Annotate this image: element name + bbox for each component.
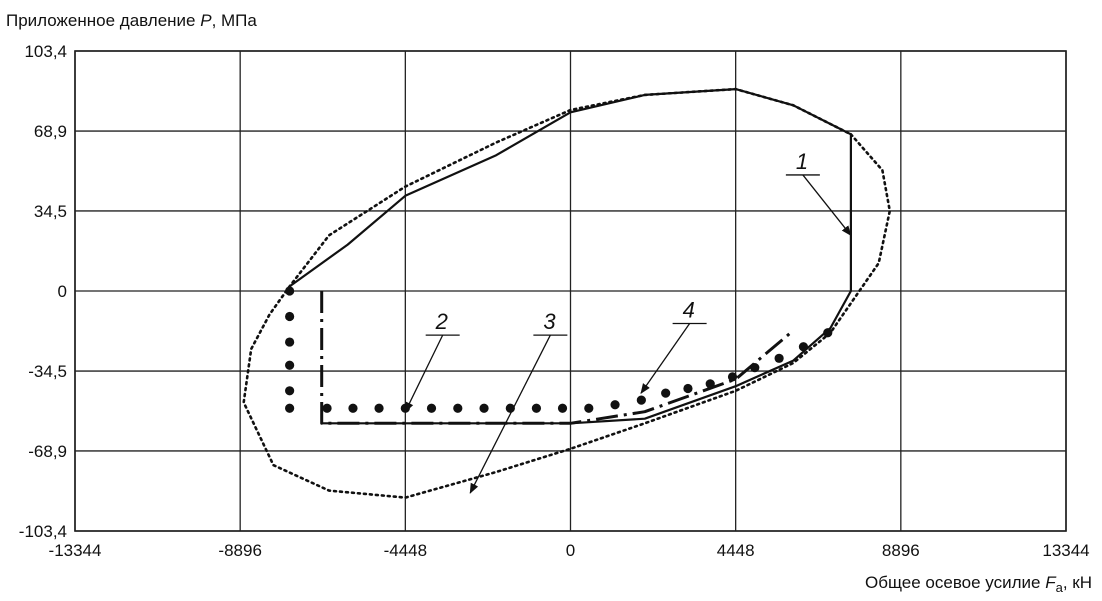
y-tick-label: -68,9	[28, 442, 67, 461]
series-4-point	[285, 360, 295, 370]
y-tick-label: 68,9	[34, 122, 67, 141]
series-4-point	[531, 403, 542, 413]
series-4-point	[750, 362, 760, 373]
series-4-point	[426, 403, 437, 413]
curve-1-callout-arrow	[802, 174, 852, 237]
series-4-point	[374, 403, 384, 413]
curve-2-callout-label: 2	[435, 309, 448, 334]
series-4-point	[705, 379, 715, 389]
x-axis-label: Общее осевое усилие Fa, кН	[865, 573, 1092, 595]
series-4-point	[479, 403, 489, 413]
curve-2-callout-arrow	[404, 334, 444, 413]
x-tick-label: 0	[566, 541, 575, 560]
series-4-point	[774, 353, 784, 363]
y-tick-label: 0	[58, 282, 67, 301]
curve-1-callout-label: 1	[796, 149, 808, 174]
y-tick-label: -103,4	[19, 522, 67, 541]
series-4-point	[610, 400, 620, 410]
series-4-point	[322, 403, 332, 413]
series-4-point	[285, 337, 295, 347]
y-tick-label: -34,5	[28, 362, 67, 381]
grid	[74, 50, 1067, 532]
series-4-point	[285, 386, 295, 396]
series-4-point	[453, 403, 463, 413]
x-tick-label: -8896	[218, 541, 261, 560]
curve-3-callout-arrow	[469, 334, 551, 494]
series-3-line	[242, 87, 892, 499]
series-2-line	[320, 291, 795, 425]
curve-callouts: 1 2 3 4	[404, 149, 852, 494]
series-4-point	[823, 328, 833, 338]
x-tick-label: 13344	[1042, 541, 1089, 560]
x-tick-label: -13344	[49, 541, 102, 560]
series-4-point	[584, 403, 594, 413]
series-4-point	[661, 388, 671, 398]
series-4-point	[557, 403, 568, 413]
curve-4-callout-arrow	[640, 323, 691, 394]
curve-3-callout-label: 3	[543, 309, 556, 334]
y-axis-label: Приложенное давление P, МПа	[6, 11, 257, 30]
series-4-point	[285, 403, 295, 413]
x-tick-label: -4448	[384, 541, 427, 560]
series-layer	[242, 87, 892, 499]
series-4-point	[285, 286, 295, 296]
series-4-point	[683, 383, 693, 394]
y-tick-label: 34,5	[34, 202, 67, 221]
y-tick-label: 103,4	[24, 42, 67, 61]
series-4-point	[727, 372, 738, 382]
x-tick-label: 4448	[717, 541, 755, 560]
curve-4-callout-label: 4	[683, 297, 695, 322]
tick-labels: -13344 -8896 -4448 0 4448 8896 13344 103,4 68,9 3…	[19, 42, 1090, 560]
series-4-point	[636, 395, 646, 405]
series-4-point	[285, 311, 295, 322]
series-4-point	[348, 403, 358, 413]
x-tick-label: 8896	[882, 541, 920, 560]
series-4-point	[798, 342, 809, 352]
